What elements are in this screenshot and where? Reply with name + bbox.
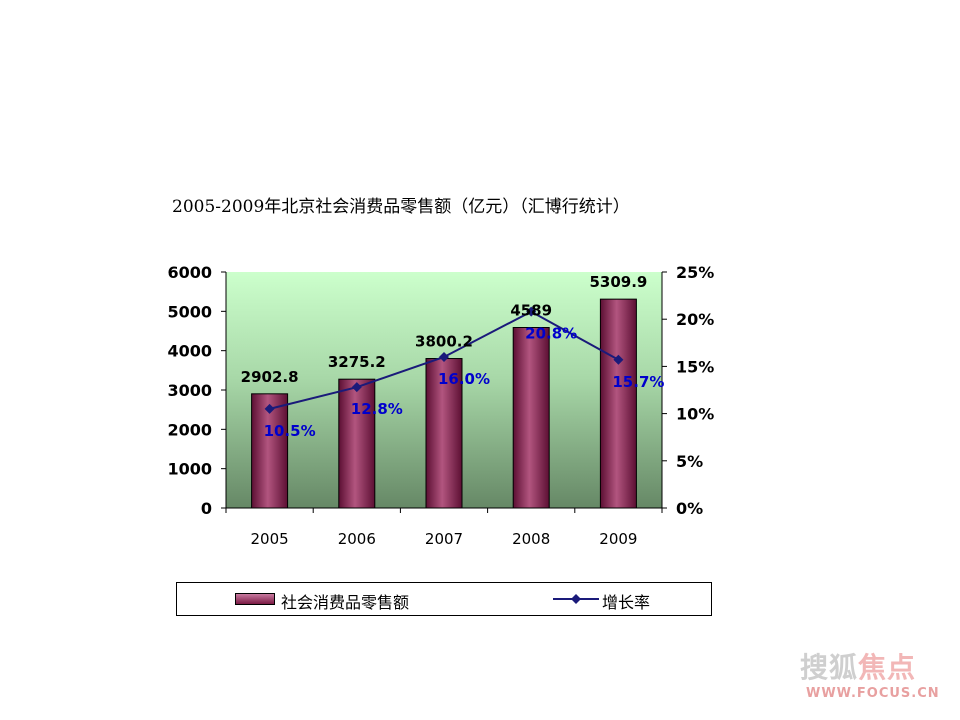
x-tick-label: 2006: [338, 530, 376, 548]
y-right-tick-label: 25%: [676, 263, 714, 282]
x-tick-label: 2008: [512, 530, 550, 548]
growth-marker: [613, 354, 624, 365]
line-data-label: 10.5%: [264, 422, 316, 440]
watermark-brand-red: 焦点: [858, 651, 917, 684]
bar-data-label: 3800.2: [415, 333, 473, 351]
y-left-tick-label: 6000: [167, 263, 212, 282]
watermark-brand-gray: 搜狐: [800, 651, 859, 684]
y-left-tick-label: 4000: [167, 342, 212, 361]
watermark-logo: 搜狐焦点 WWW.FOCUS.CN: [800, 646, 950, 710]
bar: [425, 358, 463, 509]
y-right-tick-label: 10%: [676, 405, 714, 424]
y-left-tick-label: 3000: [167, 381, 212, 400]
line-data-label: 12.8%: [351, 400, 403, 418]
y-right-tick-label: 0%: [676, 499, 703, 518]
y-right-tick-label: 15%: [676, 357, 714, 376]
legend-bar-swatch: [235, 593, 275, 605]
bar: [338, 378, 376, 509]
bar-data-label: 4589: [510, 301, 552, 319]
bar-data-label: 5309.9: [589, 273, 647, 291]
y-right-tick-label: 5%: [676, 452, 703, 471]
growth-marker: [439, 351, 449, 362]
growth-marker: [351, 382, 362, 393]
bar: [512, 326, 550, 509]
x-tick-label: 2007: [425, 530, 463, 548]
line-data-label: 15.7%: [612, 373, 664, 391]
growth-marker: [264, 403, 275, 414]
legend-bar-label: 社会消费品零售额: [281, 593, 410, 612]
bar-data-label: 3275.2: [328, 353, 386, 371]
growth-marker: [526, 306, 537, 317]
y-right-tick-label: 20%: [676, 310, 714, 329]
watermark-url: WWW.FOCUS.CN: [806, 686, 940, 701]
y-left-tick-label: 5000: [167, 302, 212, 321]
chart-title: 2005-2009年北京社会消费品零售额（亿元）（汇博行统计）: [172, 197, 630, 217]
watermark-brand: 搜狐焦点: [800, 646, 916, 686]
bar-data-label: 2902.8: [241, 368, 299, 386]
bar: [599, 298, 637, 509]
legend: 社会消费品零售额 增长率: [176, 582, 712, 616]
y-left-tick-label: 0: [201, 499, 212, 518]
legend-line-swatch: [553, 594, 599, 604]
line-data-label: 20.8%: [525, 325, 577, 343]
y-left-tick-label: 1000: [167, 460, 212, 479]
y-left-tick-label: 2000: [167, 420, 212, 439]
legend-line-label: 增长率: [602, 593, 651, 612]
x-tick-label: 2005: [251, 530, 289, 548]
line-data-label: 16.0%: [438, 370, 490, 388]
x-tick-label: 2009: [599, 530, 637, 548]
